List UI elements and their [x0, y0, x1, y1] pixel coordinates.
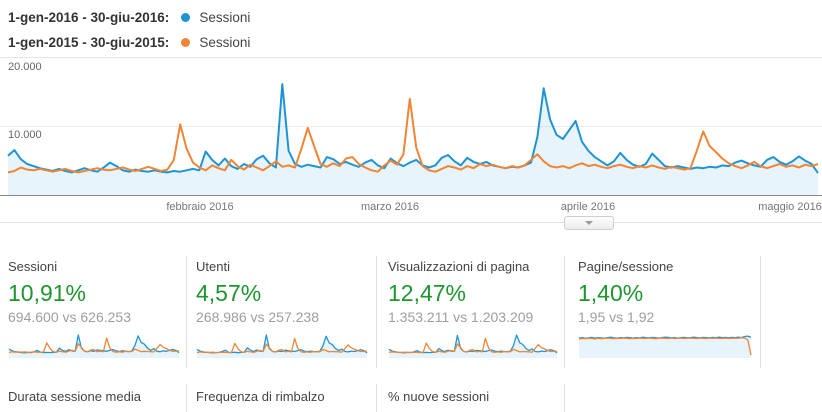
x-axis-label-march: marzo 2016: [360, 201, 420, 213]
legend-series-label-comparison: Sessioni: [199, 35, 251, 50]
card-divider: [186, 256, 187, 368]
metric-comparison-values: 694.600 vs 626.253: [8, 309, 131, 325]
metric-card-pages-per-session: Pagine/sessione 1,40% 1,95 vs 1,92: [578, 258, 754, 364]
sessions-timeline-chart[interactable]: [0, 57, 822, 196]
orange-series-dot-icon: [181, 38, 191, 47]
metric-title-avg-session-duration: Durata sessione media: [8, 389, 141, 404]
metric-title: Pagine/sessione: [578, 259, 674, 274]
card-divider: [186, 384, 187, 412]
pageviews-sparkline: [388, 334, 558, 358]
card-divider: [760, 256, 761, 368]
metric-comparison-values: 268.986 vs 257.238: [196, 309, 319, 325]
metric-title: Utenti: [196, 259, 230, 274]
metric-title-bounce-rate: Frequenza di rimbalzo: [196, 389, 325, 404]
metric-card-users: Utenti 4,57% 268.986 vs 257.238: [196, 258, 368, 364]
date-range-current: 1-gen-2016 - 30-giu-2016:: [8, 10, 170, 25]
x-axis-label-april: aprile 2016: [560, 201, 616, 213]
chart-legend: 1-gen-2016 - 30-giu-2016: Sessioni 1-gen…: [8, 5, 250, 55]
collapse-chart-button[interactable]: [564, 216, 614, 230]
blue-series-dot-icon: [181, 13, 191, 22]
metric-change-percent: 12,47%: [388, 280, 467, 306]
chevron-down-icon: [585, 221, 593, 225]
legend-row-comparison: 1-gen-2015 - 30-giu-2015: Sessioni: [8, 30, 250, 55]
metric-comparison-values: 1,95 vs 1,92: [578, 309, 655, 325]
metric-title: Visualizzazioni di pagina: [388, 259, 530, 274]
metric-change-percent: 10,91%: [8, 280, 87, 306]
legend-row-current: 1-gen-2016 - 30-giu-2016: Sessioni: [8, 5, 250, 30]
metric-comparison-values: 1.353.211 vs 1.203.209: [388, 309, 534, 325]
card-divider: [564, 256, 565, 368]
metric-card-sessions: Sessioni 10,91% 694.600 vs 626.253: [8, 258, 186, 364]
metric-change-percent: 4,57%: [196, 280, 262, 306]
card-divider: [564, 384, 565, 412]
metric-card-pageviews: Visualizzazioni di pagina 12,47% 1.353.2…: [388, 258, 558, 364]
sessions-sparkline: [8, 334, 180, 358]
y-axis-tick-20000: 20.000: [8, 61, 42, 73]
metric-change-percent: 1,40%: [578, 280, 644, 306]
main-chart-svg: [0, 57, 822, 196]
card-divider: [376, 256, 377, 368]
card-divider: [376, 384, 377, 412]
date-range-comparison: 1-gen-2015 - 30-giu-2015:: [8, 35, 170, 50]
metric-title: Sessioni: [8, 259, 58, 274]
x-axis-label-february: febbraio 2016: [166, 201, 234, 213]
metric-title-new-sessions: % nuove sessioni: [388, 389, 490, 404]
users-sparkline: [196, 334, 368, 358]
x-axis-label-may: maggio 2016: [758, 201, 822, 213]
pages-per-session-sparkline: [578, 335, 752, 358]
legend-series-label-current: Sessioni: [199, 10, 251, 25]
chart-footer-divider: [0, 222, 822, 223]
y-axis-tick-10000: 10.000: [8, 129, 42, 141]
x-axis-labels: febbraio 2016 marzo 2016 aprile 2016 mag…: [0, 201, 822, 217]
